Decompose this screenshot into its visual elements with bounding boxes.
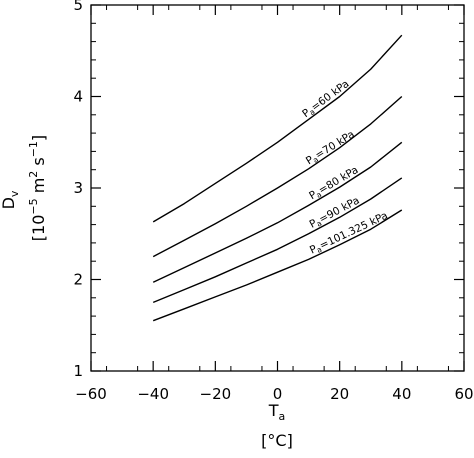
series-line-5 (152, 209, 403, 322)
y-unit-exponent-2: 2 (27, 171, 40, 178)
series-line-1 (152, 34, 403, 223)
y-unit-exponent-3: −1 (27, 141, 40, 157)
y-tick-label: 1 (73, 362, 83, 380)
svg-text:Dv: Dv (0, 190, 21, 209)
x-tick-label: 0 (273, 385, 283, 403)
series-line-3 (152, 141, 403, 283)
y-tick-label: 2 (73, 271, 83, 289)
y-unit-part-3: s (29, 157, 48, 170)
series-line-4 (152, 177, 403, 304)
series-label-text: Pa=60 kPa (300, 78, 352, 121)
data-series (152, 34, 403, 322)
y-tick-label: 3 (73, 179, 83, 197)
x-tick-label: −60 (75, 385, 107, 403)
x-tick-label: −40 (137, 385, 169, 403)
series-label-1: Pa=60 kPa (300, 78, 352, 121)
y-unit-part-4: ] (29, 135, 48, 141)
y-unit-part-2: m (29, 178, 48, 199)
x-tick-label: 20 (330, 385, 349, 403)
y-tick-label: 5 (73, 0, 83, 14)
axis-tick-labels: −60 −40 −20 0 20 40 60 1 2 3 4 5 (73, 0, 473, 403)
x-axis-unit: [°C] (261, 431, 293, 450)
series-label-text: Pa=70 kPa (304, 128, 357, 168)
series-label-2: Pa=70 kPa (304, 128, 357, 168)
y-unit-exponent-1: −5 (27, 198, 40, 214)
y-axis-subscript: v (8, 190, 21, 197)
x-tick-label: 40 (392, 385, 411, 403)
y-axis-unit: [10−5 m2 s−1] (27, 135, 48, 241)
y-axis-title: Dv (0, 190, 21, 209)
x-axis-subscript: a (279, 410, 286, 423)
y-axis-symbol: D (0, 197, 18, 209)
x-axis-title: Ta (268, 401, 286, 423)
y-tick-label: 4 (73, 88, 83, 106)
x-tick-label: 60 (454, 385, 473, 403)
series-line-2 (152, 95, 403, 258)
axis-ticks (90, 4, 465, 372)
y-unit-part-1: [10 (29, 215, 48, 242)
svg-text:[10−5 m2 s−1]: [10−5 m2 s−1] (27, 135, 48, 241)
x-tick-label: −20 (200, 385, 232, 403)
x-axis-symbol: T (268, 401, 279, 420)
